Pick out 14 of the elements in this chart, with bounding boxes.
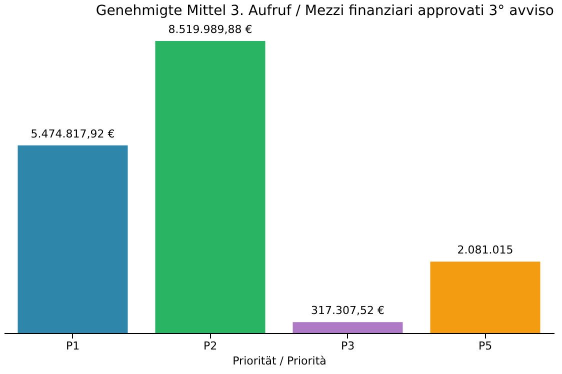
data-label: 5.474.817,92 €: [30, 127, 115, 140]
chart-title: Genehmigte Mittel 3. Aufruf / Mezzi finanziari approvati 3° avviso: [96, 3, 554, 19]
bar: [18, 145, 128, 333]
x-tick-label: P1: [66, 340, 80, 352]
bar: [292, 322, 403, 333]
data-label: 2.081.015: [457, 244, 514, 257]
x-tick-label: P5: [478, 340, 492, 352]
bar: [155, 41, 266, 333]
x-axis-title: Priorität / Priorità: [232, 354, 326, 368]
bar: [430, 262, 540, 333]
x-tick-label: P2: [203, 340, 218, 352]
data-label: 317.307,52 €: [311, 304, 384, 318]
x-tick-label: P3: [340, 340, 355, 352]
data-label: 8.519.989,88 €: [168, 23, 252, 36]
